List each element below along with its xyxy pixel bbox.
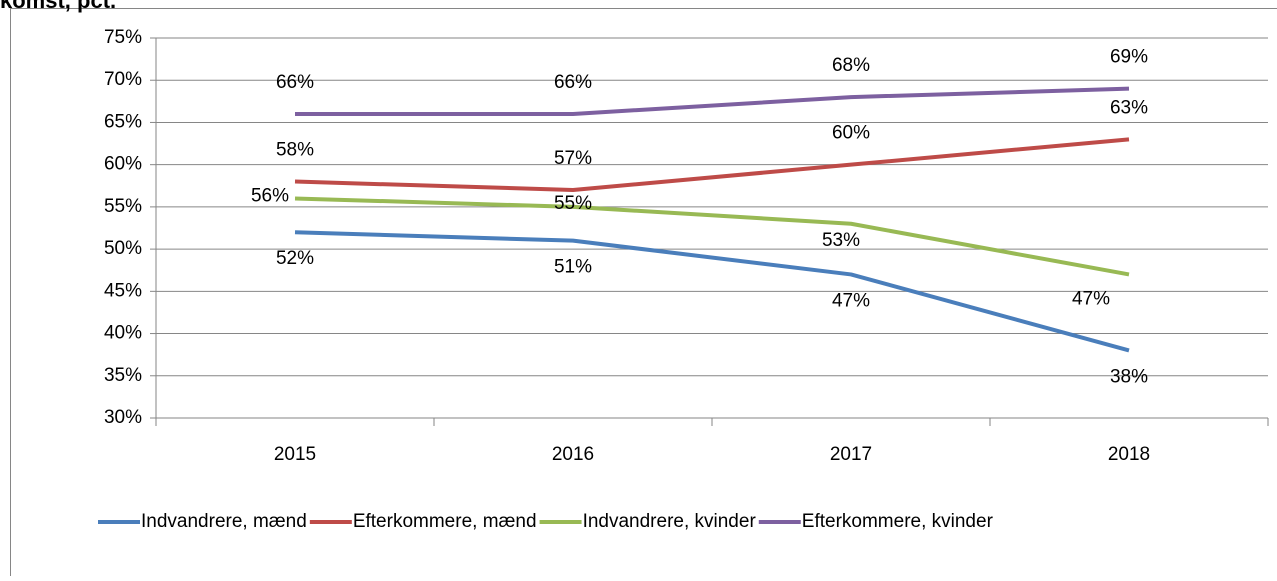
data-label: 52%: [276, 248, 314, 269]
data-label: 47%: [1072, 288, 1110, 309]
x-tick-label: 2017: [830, 444, 872, 465]
x-tick-label: 2018: [1108, 444, 1150, 465]
data-label: 53%: [822, 230, 860, 251]
legend-label: Efterkommere, kvinder: [802, 511, 994, 532]
y-tick-label: 70%: [104, 69, 142, 90]
data-label: 57%: [554, 148, 592, 169]
x-tick-label: 2015: [274, 444, 316, 465]
x-tick-label: 2016: [552, 444, 594, 465]
data-label: 51%: [554, 257, 592, 278]
y-tick-label: 45%: [104, 280, 142, 301]
data-label: 69%: [1110, 47, 1148, 68]
data-label: 68%: [832, 55, 870, 76]
y-tick-label: 65%: [104, 111, 142, 132]
data-label: 63%: [1110, 97, 1148, 118]
data-label: 58%: [276, 140, 314, 161]
data-label: 66%: [276, 72, 314, 93]
data-label: 55%: [554, 193, 592, 214]
legend-label: Efterkommere, mænd: [353, 511, 537, 532]
chart-title: komst, pct.: [0, 0, 116, 13]
data-label: 56%: [251, 185, 289, 206]
y-tick-label: 75%: [104, 27, 142, 48]
data-label: 60%: [832, 123, 870, 144]
y-tick-label: 30%: [104, 407, 142, 428]
legend-label: Indvandrere, kvinder: [583, 511, 757, 532]
data-label: 66%: [554, 72, 592, 93]
y-tick-label: 60%: [104, 154, 142, 175]
data-label: 47%: [832, 290, 870, 311]
data-label: 38%: [1110, 366, 1148, 387]
y-tick-label: 35%: [104, 365, 142, 386]
legend-label: Indvandrere, mænd: [141, 511, 307, 532]
y-tick-label: 50%: [104, 238, 142, 259]
y-tick-label: 40%: [104, 323, 142, 344]
y-tick-label: 55%: [104, 196, 142, 217]
